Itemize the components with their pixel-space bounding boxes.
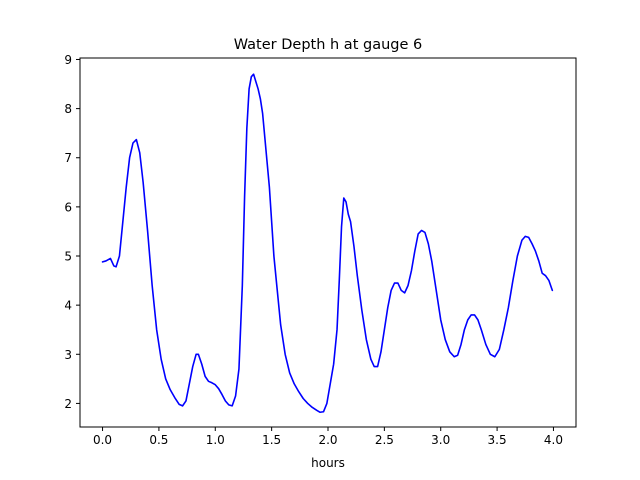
x-tick-label: 0.0: [93, 433, 112, 447]
x-axis-label: hours: [311, 456, 345, 470]
x-tick-label: 2.0: [318, 433, 337, 447]
y-tick-label: 2: [64, 397, 72, 411]
y-tick-label: 7: [64, 151, 72, 165]
x-tick-label: 1.5: [262, 433, 281, 447]
y-tick-label: 8: [64, 102, 72, 116]
chart-title: Water Depth h at gauge 6: [234, 37, 422, 53]
series-line-0: [101, 73, 554, 414]
x-tick-label: 0.5: [149, 433, 168, 447]
y-tick-label: 5: [64, 250, 72, 264]
x-axis: 0.0 0.5 1.0 1.5 2.0 2.5 3.0 3.5 4.0: [93, 427, 563, 447]
y-tick-label: 9: [64, 53, 72, 67]
x-tick-label: 3.0: [431, 433, 450, 447]
y-tick-label: 4: [64, 299, 72, 313]
x-tick-label: 3.5: [488, 433, 507, 447]
x-tick-label: 1.0: [206, 433, 225, 447]
plot-area: [101, 73, 554, 414]
x-tick-label: 4.0: [544, 433, 563, 447]
y-tick-label: 3: [64, 348, 72, 362]
x-tick-label: 2.5: [375, 433, 394, 447]
y-axis: 2 3 4 5 6 7 8 9: [64, 53, 80, 411]
y-tick-label: 6: [64, 200, 72, 214]
